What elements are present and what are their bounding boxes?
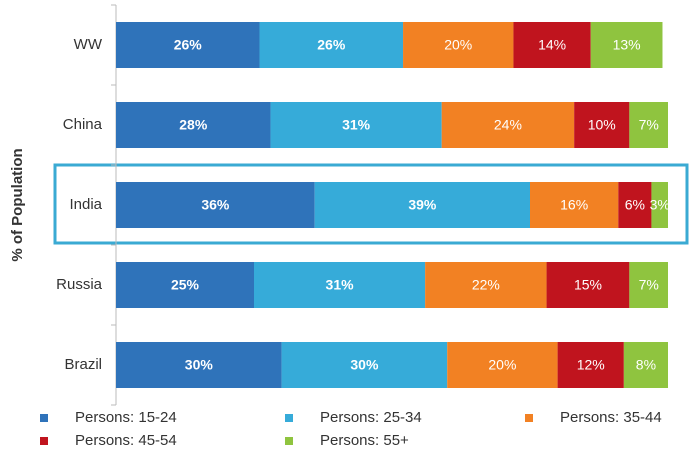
value-label: 24% [494,117,522,133]
value-label: 28% [179,117,208,133]
bar-segment [116,182,315,228]
value-label: 25% [171,277,200,293]
bar-segment [116,102,271,148]
bar-segment [441,102,575,148]
y-tick-label: Russia [56,276,103,293]
bar-segment [513,22,591,68]
legend-swatch [40,414,48,422]
value-label: 7% [639,277,659,293]
bar-segment [447,342,558,388]
bar-segment [629,262,668,308]
y-tick-label: Brazil [64,356,102,373]
value-label: 30% [350,357,379,373]
bar-segment [623,342,668,388]
value-label: 8% [636,357,656,373]
value-label: 26% [317,37,346,53]
bar-segment [403,22,514,68]
bar-segment [530,182,619,228]
bar-segment [116,342,282,388]
value-label: 15% [574,277,602,293]
value-label: 30% [185,357,214,373]
bar-segment [254,262,426,308]
bar-segment [116,22,260,68]
bar-segment [557,342,624,388]
y-tick-label: WW [74,36,103,53]
y-tick-label: India [69,196,102,213]
legend-label: Persons: 55+ [320,432,409,449]
bar-segment [629,102,668,148]
legend-swatch [40,437,48,445]
value-label: 22% [472,277,500,293]
legend-label: Persons: 35-44 [560,409,662,426]
bar-segment [590,22,663,68]
value-label: 20% [444,37,472,53]
value-label: 12% [577,357,605,373]
legend-label: Persons: 45-54 [75,432,177,449]
bar-segment [574,102,630,148]
bar-segment [425,262,547,308]
value-label: 13% [613,37,641,53]
legend-label: Persons: 25-34 [320,409,422,426]
bar-segment [281,342,448,388]
legend-swatch [285,437,293,445]
highlight-box [53,163,689,245]
value-label: 26% [174,37,203,53]
value-label: 6% [625,197,645,213]
bar-segment [651,182,668,228]
bar-segment [116,262,254,308]
value-label: 20% [488,357,516,373]
value-label: 3% [650,197,670,213]
value-label: 31% [342,117,371,133]
y-tick-label: China [63,116,103,133]
value-label: 10% [588,117,616,133]
bar-segment [618,182,652,228]
value-label: 14% [538,37,566,53]
value-label: 36% [201,197,230,213]
value-label: 16% [560,197,588,213]
value-label: 39% [408,197,437,213]
bar-segment [259,22,404,68]
y-axis-label: % of Population [9,148,26,261]
legend-swatch [525,414,533,422]
bar-segment [314,182,530,228]
value-label: 31% [326,277,355,293]
bar-segment [270,102,442,148]
value-label: 7% [639,117,659,133]
legend-label: Persons: 15-24 [75,409,177,426]
legend-swatch [285,414,293,422]
bar-segment [546,262,630,308]
